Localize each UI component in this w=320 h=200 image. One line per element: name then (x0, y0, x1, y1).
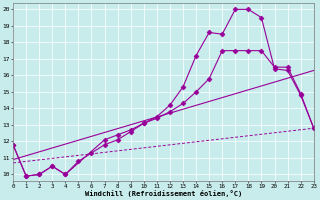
X-axis label: Windchill (Refroidissement éolien,°C): Windchill (Refroidissement éolien,°C) (85, 190, 242, 197)
